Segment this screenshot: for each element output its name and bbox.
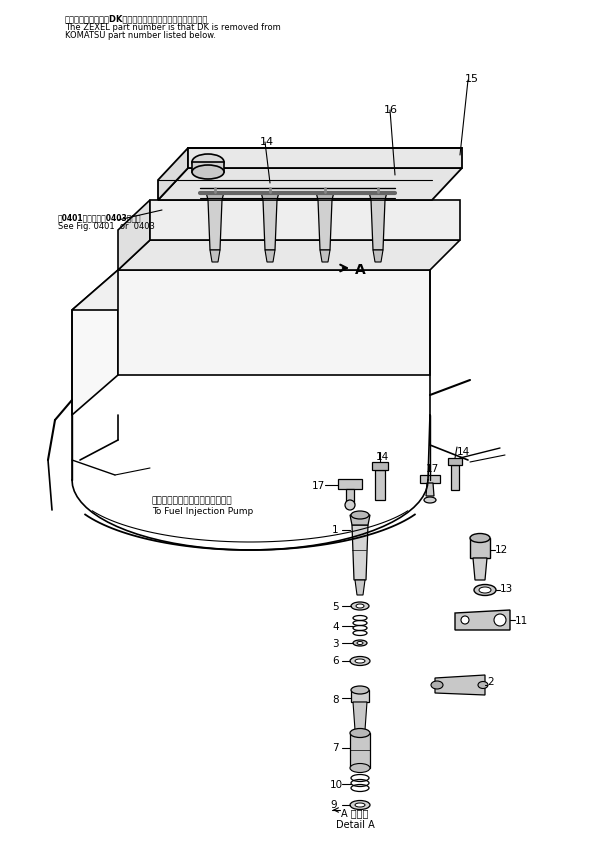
Polygon shape — [426, 483, 434, 496]
Polygon shape — [448, 458, 462, 465]
Polygon shape — [210, 250, 220, 262]
Text: 14: 14 — [376, 452, 389, 462]
Text: 品番のメーカー記号DKを除いたものがゼクセルの品番です。: 品番のメーカー記号DKを除いたものがゼクセルの品番です。 — [65, 14, 208, 23]
Polygon shape — [420, 475, 440, 483]
Text: Detail A: Detail A — [335, 820, 374, 830]
Text: To Fuel Injection Pump: To Fuel Injection Pump — [152, 507, 253, 516]
Polygon shape — [435, 675, 485, 695]
Polygon shape — [455, 610, 510, 630]
Ellipse shape — [351, 686, 369, 694]
Ellipse shape — [350, 763, 370, 772]
Polygon shape — [451, 465, 459, 490]
Polygon shape — [208, 200, 222, 250]
Polygon shape — [261, 192, 279, 200]
Polygon shape — [320, 250, 330, 262]
Polygon shape — [371, 200, 385, 250]
Ellipse shape — [431, 681, 443, 689]
Text: 12: 12 — [495, 545, 508, 555]
Polygon shape — [375, 470, 385, 500]
Ellipse shape — [479, 587, 491, 593]
Text: 11: 11 — [515, 616, 528, 626]
Text: 16: 16 — [384, 105, 398, 115]
Polygon shape — [470, 538, 490, 558]
Circle shape — [345, 500, 355, 510]
Polygon shape — [118, 200, 150, 270]
Text: 2: 2 — [487, 677, 494, 687]
Ellipse shape — [192, 154, 224, 170]
Text: 1: 1 — [332, 525, 338, 535]
Ellipse shape — [355, 803, 365, 807]
Polygon shape — [318, 200, 332, 250]
Ellipse shape — [351, 511, 369, 519]
Text: 17: 17 — [426, 464, 439, 474]
Text: 3: 3 — [332, 639, 338, 649]
Text: 図0401図または図0403図参照: 図0401図または図0403図参照 — [58, 213, 141, 222]
Polygon shape — [118, 270, 430, 375]
Ellipse shape — [351, 602, 369, 610]
Polygon shape — [192, 162, 224, 172]
Polygon shape — [118, 240, 460, 270]
Polygon shape — [350, 733, 370, 768]
Polygon shape — [265, 250, 275, 262]
Text: 6: 6 — [332, 656, 338, 666]
Text: See Fig. 0401  or  0403: See Fig. 0401 or 0403 — [58, 222, 155, 231]
Text: A: A — [355, 263, 366, 277]
Text: フェルインジェクションポンプへ: フェルインジェクションポンプへ — [152, 496, 232, 505]
Text: KOMATSU part number listed below.: KOMATSU part number listed below. — [65, 31, 216, 40]
Ellipse shape — [353, 640, 367, 646]
Polygon shape — [346, 489, 354, 505]
Polygon shape — [316, 192, 334, 200]
Polygon shape — [351, 690, 369, 702]
Polygon shape — [369, 192, 387, 200]
Polygon shape — [355, 580, 365, 595]
Text: The ZEXEL part number is that DK is removed from: The ZEXEL part number is that DK is remo… — [65, 23, 281, 32]
Ellipse shape — [356, 604, 364, 608]
Circle shape — [494, 614, 506, 626]
Ellipse shape — [355, 659, 365, 663]
Text: 13: 13 — [500, 584, 513, 594]
Polygon shape — [372, 462, 388, 470]
Polygon shape — [72, 270, 118, 415]
Ellipse shape — [357, 641, 363, 645]
Text: 4: 4 — [332, 622, 338, 632]
Polygon shape — [150, 200, 460, 240]
Polygon shape — [72, 270, 430, 310]
Text: 14: 14 — [457, 447, 470, 457]
Circle shape — [461, 616, 469, 624]
Text: 9: 9 — [330, 800, 337, 810]
Polygon shape — [263, 200, 277, 250]
Text: 8: 8 — [332, 695, 338, 705]
Polygon shape — [206, 192, 224, 200]
Ellipse shape — [192, 165, 224, 179]
Text: 7: 7 — [332, 743, 338, 753]
Ellipse shape — [478, 682, 488, 689]
Text: 17: 17 — [312, 481, 325, 491]
Polygon shape — [158, 168, 462, 200]
Ellipse shape — [350, 800, 370, 810]
Polygon shape — [188, 148, 462, 168]
Ellipse shape — [350, 728, 370, 738]
Ellipse shape — [474, 584, 496, 595]
Text: 14: 14 — [260, 137, 274, 147]
Polygon shape — [338, 479, 362, 489]
Polygon shape — [352, 525, 368, 580]
Ellipse shape — [424, 497, 436, 503]
Text: 10: 10 — [330, 780, 343, 790]
Text: 15: 15 — [465, 74, 479, 84]
Polygon shape — [158, 148, 188, 200]
Ellipse shape — [470, 534, 490, 542]
Polygon shape — [350, 515, 370, 525]
Polygon shape — [473, 558, 487, 580]
Polygon shape — [353, 702, 367, 730]
Text: 5: 5 — [332, 602, 338, 612]
Ellipse shape — [350, 656, 370, 666]
Text: A 詳細図: A 詳細図 — [341, 808, 369, 818]
Polygon shape — [373, 250, 383, 262]
